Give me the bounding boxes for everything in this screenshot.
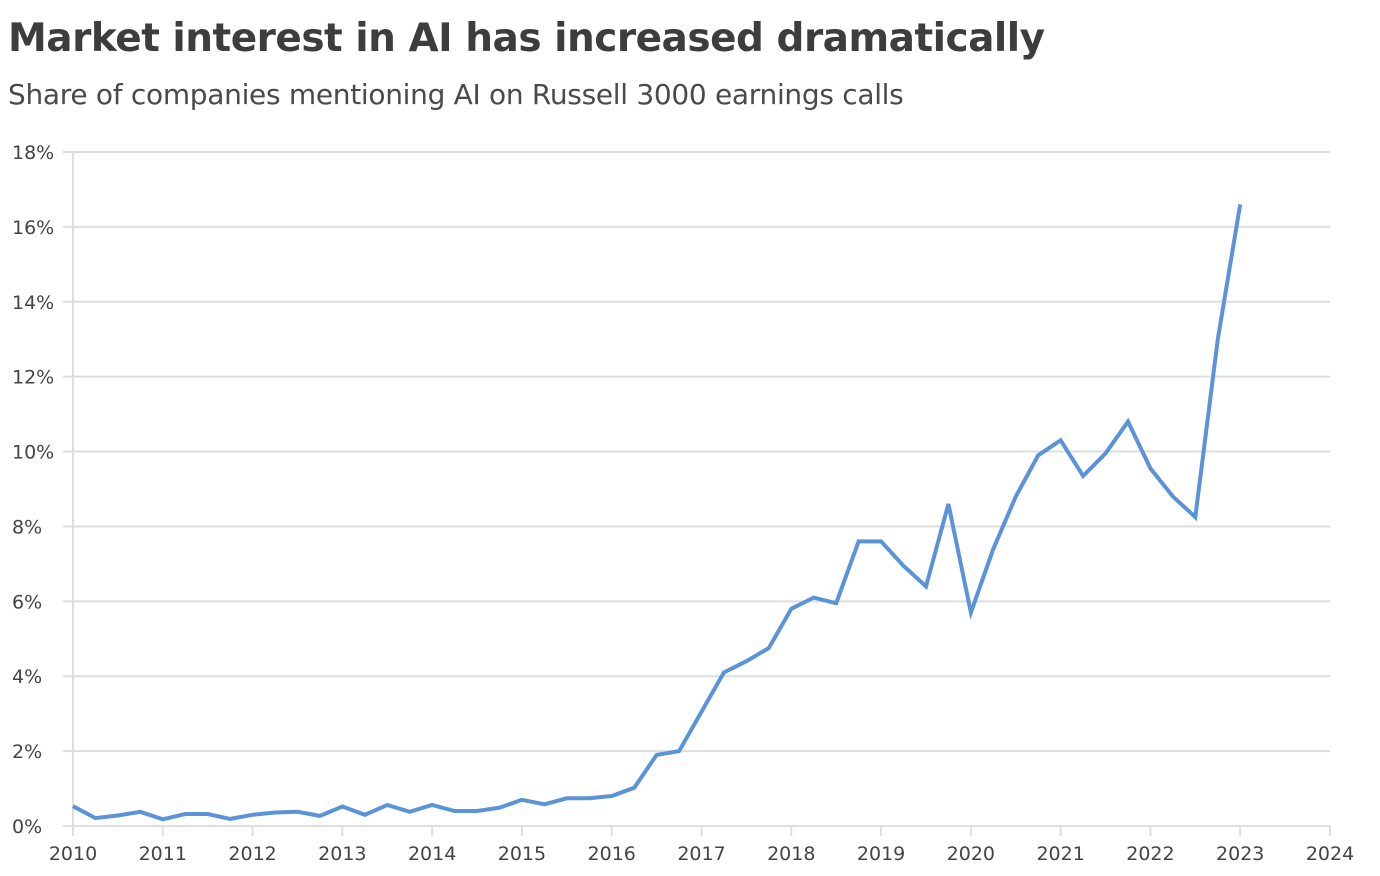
gridlines <box>63 151 1330 827</box>
y-tick-label: 18% <box>12 142 54 164</box>
chart-title: Market interest in AI has increased dram… <box>8 16 1045 61</box>
x-axis: 2010 2011 2012 2013 2014 2015 2016 2017 2018 2019… <box>49 826 1354 865</box>
y-tick-label: 8% <box>12 516 42 538</box>
y-axis: 0% 2% 4% 6% 8% 10% 12% 14% 16% 18% <box>12 142 74 838</box>
series-line <box>72 204 1243 822</box>
x-tick-label: 2019 <box>857 843 905 865</box>
y-tick-label: 4% <box>12 666 42 688</box>
y-tick-label: 2% <box>12 741 42 763</box>
x-tick-label: 2010 <box>49 843 97 865</box>
x-tick-label: 2018 <box>767 843 815 865</box>
x-tick-label: 2011 <box>139 843 187 865</box>
x-tick-label: 2021 <box>1036 843 1084 865</box>
x-tick-label: 2023 <box>1216 843 1264 865</box>
y-tick-label: 0% <box>12 816 42 838</box>
y-tick-label: 14% <box>12 292 54 314</box>
series-group <box>72 204 1243 822</box>
x-tick-label: 2015 <box>498 843 546 865</box>
y-tick-label: 10% <box>12 442 54 464</box>
x-tick-label: 2024 <box>1306 843 1354 865</box>
x-tick-label: 2012 <box>228 843 276 865</box>
x-tick-label: 2013 <box>318 843 366 865</box>
y-tick-label: 16% <box>12 217 54 239</box>
y-tick-label: 12% <box>12 367 54 389</box>
x-tick-label: 2020 <box>947 843 995 865</box>
x-tick-label: 2014 <box>408 843 456 865</box>
x-tick-label: 2016 <box>588 843 636 865</box>
chart-subtitle: Share of companies mentioning AI on Russ… <box>8 78 904 111</box>
x-tick-label: 2017 <box>677 843 725 865</box>
x-tick-label: 2022 <box>1126 843 1174 865</box>
y-tick-label: 6% <box>12 591 42 613</box>
